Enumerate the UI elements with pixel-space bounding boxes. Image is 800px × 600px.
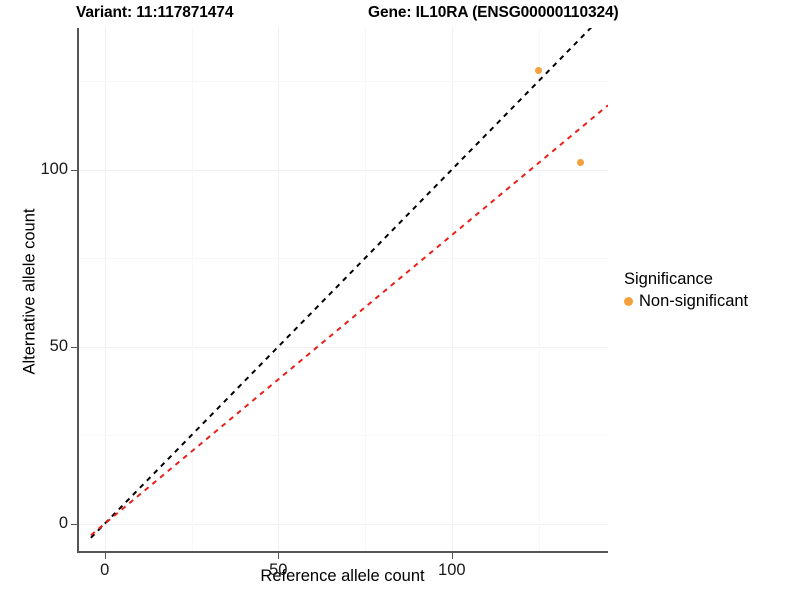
y-tick-0 bbox=[71, 523, 77, 525]
gridline-x-50 bbox=[278, 28, 280, 552]
legend-item-label: Non-significant bbox=[639, 292, 749, 310]
gridline-y-50 bbox=[77, 346, 608, 348]
y-tick-label-100: 100 bbox=[40, 159, 68, 178]
identity-line bbox=[90, 28, 593, 539]
gridline-x-100 bbox=[451, 28, 453, 552]
x-tick-label-0: 0 bbox=[100, 561, 110, 579]
y-axis-line bbox=[77, 28, 79, 553]
x-axis-line bbox=[77, 551, 608, 553]
gene-title: Gene: IL10RA (ENSG00000110324) bbox=[368, 4, 619, 21]
gridline-x-125 bbox=[538, 28, 540, 552]
x-tick-0 bbox=[104, 553, 106, 559]
y-tick-label-50: 50 bbox=[49, 336, 68, 355]
y-tick-label-0: 0 bbox=[58, 513, 68, 532]
y-axis-title: Alternative allele count bbox=[20, 208, 39, 375]
gridline-y-75 bbox=[77, 258, 608, 260]
y-tick-50 bbox=[71, 346, 77, 348]
gridline-y-0 bbox=[77, 523, 608, 525]
data-point[interactable] bbox=[535, 66, 543, 74]
x-tick-label-100: 100 bbox=[438, 561, 466, 579]
variant-title: Variant: 11:117871474 bbox=[76, 4, 234, 21]
x-axis-title: Reference allele count bbox=[260, 567, 425, 585]
reference-lines-layer bbox=[90, 28, 608, 539]
x-tick-100 bbox=[451, 553, 453, 559]
gridline-y-125 bbox=[77, 81, 608, 83]
data-point[interactable] bbox=[576, 159, 584, 167]
gridline-x-25 bbox=[191, 28, 193, 552]
legend-key-icon bbox=[624, 297, 633, 306]
gridline-x-0 bbox=[104, 28, 106, 552]
gridline-y-100 bbox=[77, 169, 608, 171]
x-tick-50 bbox=[278, 553, 280, 559]
legend: Significance Non-significant bbox=[624, 270, 800, 311]
legend-title: Significance bbox=[624, 270, 713, 288]
y-tick-100 bbox=[71, 169, 77, 171]
legend-items: Non-significant bbox=[624, 292, 800, 311]
fit-line bbox=[90, 104, 608, 536]
gridline-x-75 bbox=[365, 28, 367, 552]
plot-panel bbox=[77, 28, 608, 552]
gridline-y-25 bbox=[77, 435, 608, 437]
legend-item[interactable]: Non-significant bbox=[624, 292, 800, 311]
x-tick-label-50: 50 bbox=[269, 561, 288, 579]
